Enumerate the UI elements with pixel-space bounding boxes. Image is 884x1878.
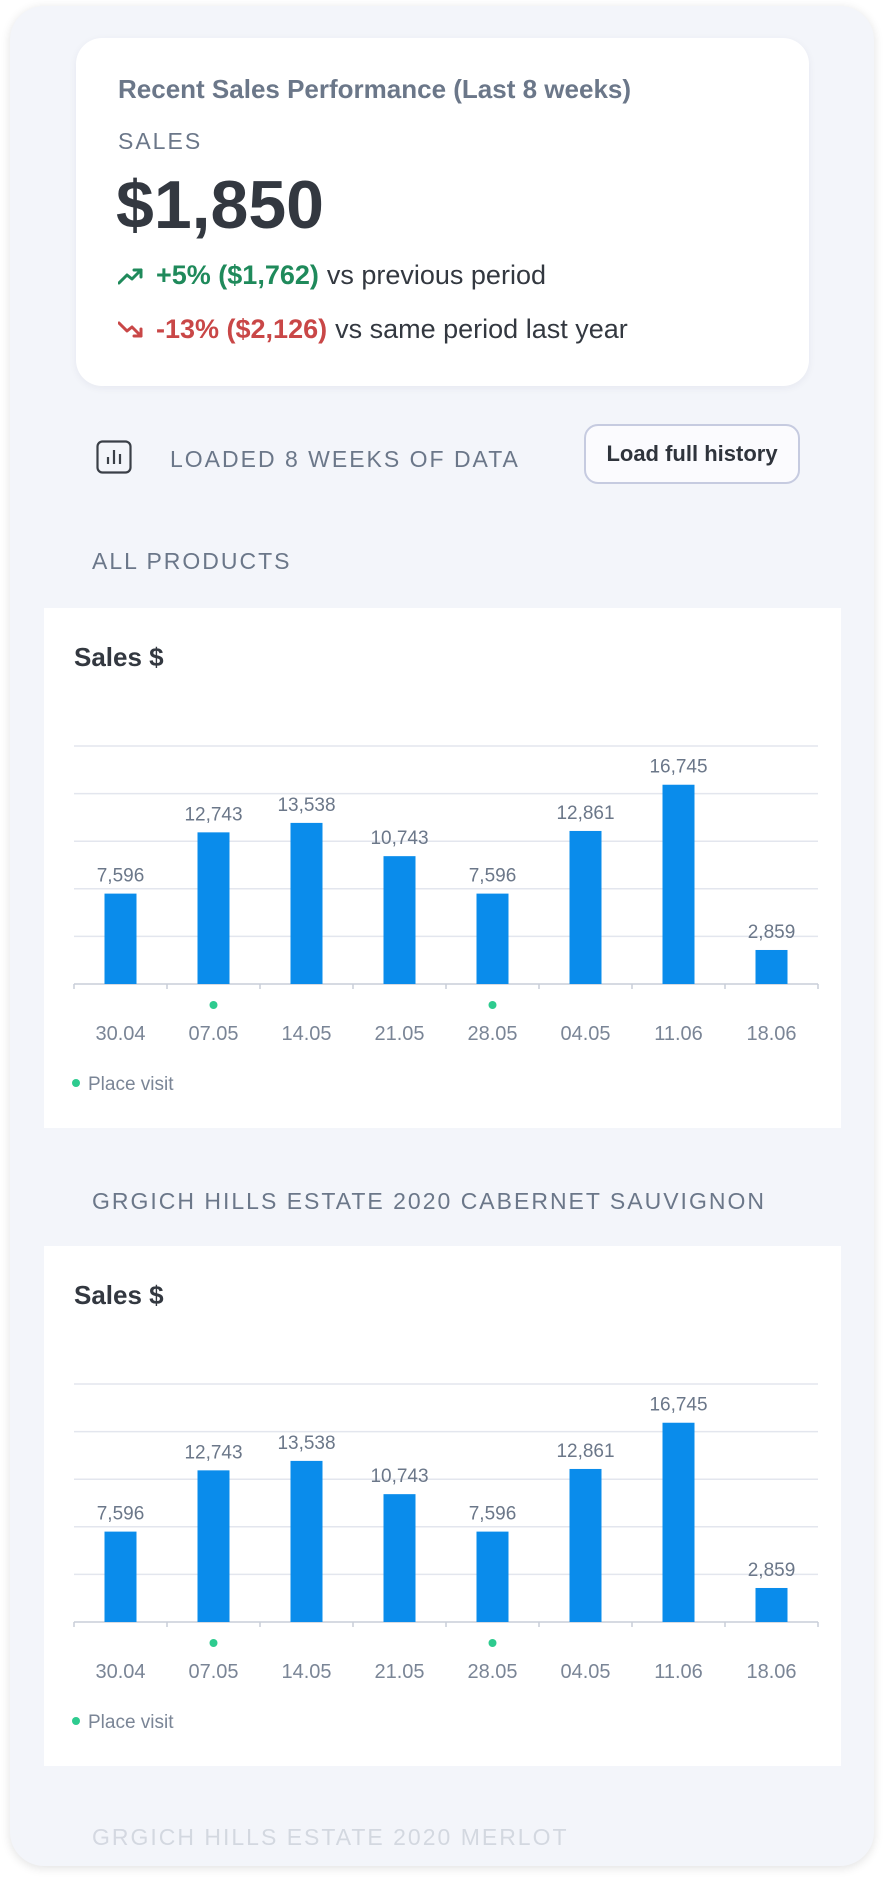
x-tick-label: 14.05 [281,1023,331,1045]
bar-value-label: 12,861 [556,803,614,824]
bar-21.05 [383,856,416,984]
bar-value-label: 7,596 [97,1504,145,1525]
bar-07.05 [197,1470,230,1622]
x-tick-label: 21.05 [374,1023,424,1045]
bar-chart-icon [96,440,132,474]
section-label-all-products: ALL PRODUCTS [92,548,292,574]
place-visit-marker [209,1001,218,1009]
place-visit-marker [488,1639,497,1647]
sales-bar-chart-cabernet: Sales $ 7,596 30.04 12,743 07.05 13,538 14.05 1… [72,1280,819,1733]
x-tick-label: 21.05 [374,1661,424,1683]
trend-last-year-text: vs same period last year [335,314,628,344]
trend-vs-previous: +5% ($1,762) vs previous period [118,260,546,291]
legend-place-visit-dot [72,1079,80,1087]
trend-previous-text: vs previous period [326,260,546,290]
bar-14.05 [290,1460,323,1622]
x-tick-label: 14.05 [281,1661,331,1683]
legend-place-visit-label: Place visit [88,1074,174,1095]
section-label-cabernet: GRGICH HILLS ESTATE 2020 CABERNET SAUVIG… [92,1188,766,1214]
bar-value-label: 7,596 [97,866,145,887]
bar-28.05 [476,893,509,984]
section-label-merlot: GRGICH HILLS ESTATE 2020 MERLOT [92,1824,569,1850]
x-tick-label: 30.04 [95,1023,145,1045]
legend-place-visit-label: Place visit [88,1712,174,1733]
legend-place-visit-dot [72,1717,80,1725]
x-tick-label: 11.06 [654,1661,703,1683]
chart-title: Sales $ [74,642,164,672]
app-screen: Recent Sales Performance (Last 8 weeks) … [10,6,874,1866]
trend-up-icon [118,268,143,284]
place-visit-marker [209,1639,218,1647]
bar-value-label: 2,859 [748,1560,796,1581]
bar-value-label: 7,596 [469,866,517,887]
x-tick-label: 28.05 [467,1661,517,1683]
chart-title: Sales $ [74,1280,164,1310]
load-full-history-button[interactable]: Load full history [584,424,800,484]
data-status-row: LOADED 8 WEEKS OF DATA Load full history [96,424,804,488]
bar-value-label: 13,538 [277,795,335,816]
bar-value-label: 12,743 [184,804,242,825]
x-tick-label: 11.06 [654,1023,703,1045]
trend-last-year-delta: -13% ($2,126) [156,314,328,344]
summary-value: $1,850 [116,167,324,243]
chart-panel-cabernet: Sales $ 7,596 30.04 12,743 07.05 13,538 14.05 1… [44,1246,841,1766]
x-tick-label: 18.06 [746,1661,796,1683]
trend-previous-delta: +5% ($1,762) [156,260,319,290]
summary-label: SALES [118,128,203,154]
bar-value-label: 7,596 [469,1504,517,1525]
bar-value-label: 12,861 [556,1441,614,1462]
x-tick-label: 07.05 [188,1023,238,1045]
x-tick-label: 18.06 [746,1023,796,1045]
bar-18.06 [755,949,788,984]
sales-summary-card: Recent Sales Performance (Last 8 weeks) … [76,38,809,386]
bar-value-label: 2,859 [748,922,796,943]
bar-value-label: 13,538 [277,1433,335,1454]
bar-11.06 [662,1422,695,1622]
trend-down-icon [118,321,143,337]
bar-11.06 [662,784,695,984]
sales-bar-chart-all-products: Sales $ 7,596 30.04 12,743 07.05 13,538 14.05 1… [72,642,819,1095]
bar-28.05 [476,1531,509,1622]
place-visit-marker [488,1001,497,1009]
bar-21.05 [383,1494,416,1622]
bar-value-label: 16,745 [649,757,707,778]
bar-value-label: 10,743 [370,1466,428,1487]
bar-30.04 [104,893,137,984]
bar-value-label: 10,743 [370,828,428,849]
bar-value-label: 12,743 [184,1442,242,1463]
chart-panel-all-products: Sales $ 7,596 30.04 12,743 07.05 13,538 14.05 1… [44,608,841,1128]
trend-vs-last-year: -13% ($2,126) vs same period last year [118,314,628,345]
x-tick-label: 30.04 [95,1661,145,1683]
bar-value-label: 16,745 [649,1395,707,1416]
bar-18.06 [755,1587,788,1622]
x-tick-label: 04.05 [560,1023,610,1045]
summary-title: Recent Sales Performance (Last 8 weeks) [118,74,632,104]
bar-04.05 [569,1468,602,1622]
bar-07.05 [197,832,230,984]
bar-30.04 [104,1531,137,1622]
bar-14.05 [290,822,323,984]
data-status-text: LOADED 8 WEEKS OF DATA [170,446,520,472]
x-tick-label: 28.05 [467,1023,517,1045]
x-tick-label: 07.05 [188,1661,238,1683]
bar-04.05 [569,830,602,984]
x-tick-label: 04.05 [560,1661,610,1683]
